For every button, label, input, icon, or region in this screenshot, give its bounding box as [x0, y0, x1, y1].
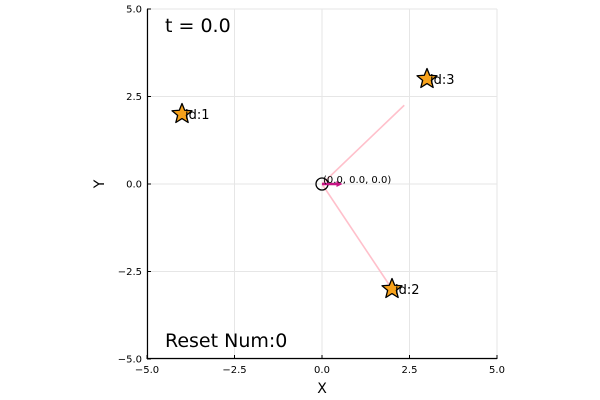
x-tick-label: −5.0 [135, 365, 159, 376]
tick-labels: −5.0 −2.5 0.0 2.5 5.0 −5.0 −2.5 0.0 2.5 5.0 [118, 5, 505, 377]
x-tick-label: 0.0 [314, 365, 330, 376]
time-text: t = 0.0 [165, 15, 231, 37]
observation-rays [321, 104, 405, 290]
observation-ray [321, 104, 405, 185]
observation-ray [321, 183, 393, 290]
y-tick-label: 0.0 [126, 180, 142, 191]
y-tick-label: 5.0 [126, 5, 142, 16]
landmark-star-icon [416, 67, 438, 89]
y-tick-label: −5.0 [118, 355, 142, 366]
landmark-label: id:1 [185, 108, 210, 123]
y-axis-label: Y [92, 179, 108, 189]
x-tick-label: 5.0 [489, 365, 505, 376]
reset-text: Reset Num:0 [165, 330, 287, 352]
y-tick-label: −2.5 [118, 267, 142, 278]
robot-pose-label: (0.0, 0.0, 0.0) [323, 175, 391, 186]
x-tick-label: 2.5 [402, 365, 418, 376]
x-axis-label: X [317, 381, 327, 397]
robot: (0.0, 0.0, 0.0) [315, 175, 391, 191]
robot-heading-arrow-icon [336, 181, 343, 187]
x-tick-label: −2.5 [222, 365, 246, 376]
landmarks: id:1 id:2 id:3 [171, 67, 455, 299]
landmark-star-icon [171, 102, 193, 124]
y-tick-label: 2.5 [126, 92, 142, 103]
landmark-label: id:3 [430, 73, 455, 88]
landmark-label: id:2 [395, 283, 420, 298]
landmark-star-icon [381, 277, 403, 299]
